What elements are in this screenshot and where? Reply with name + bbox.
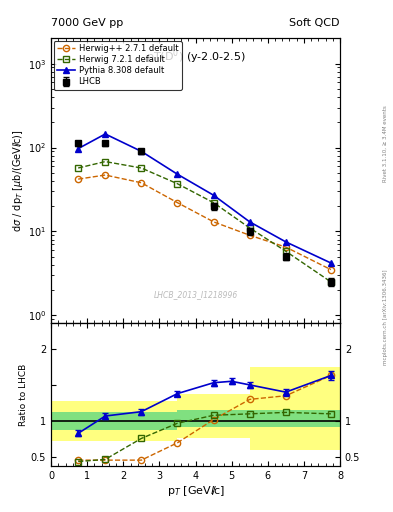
Herwig++ 2.7.1 default [175,200,180,206]
Herwig++ 2.7.1 default [247,232,252,238]
Herwig++ 2.7.1 default [103,172,108,178]
Herwig++ 2.7.1 default [139,180,144,186]
Text: 7000 GeV pp: 7000 GeV pp [51,18,123,28]
Pythia 8.308 default [329,260,333,266]
Line: Pythia 8.308 default: Pythia 8.308 default [75,131,334,266]
Pythia 8.308 default [211,192,216,198]
X-axis label: p$_T$ [GeV$\mathit{l}\!/\!$c]: p$_T$ [GeV$\mathit{l}\!/\!$c] [167,483,224,498]
Text: LHCB_2013_I1218996: LHCB_2013_I1218996 [153,290,238,300]
Herwig++ 2.7.1 default [76,176,81,182]
Pythia 8.308 default [247,219,252,225]
Legend: Herwig++ 2.7.1 default, Herwig 7.2.1 default, Pythia 8.308 default, LHCB: Herwig++ 2.7.1 default, Herwig 7.2.1 def… [53,41,182,90]
Pythia 8.308 default [175,171,180,177]
Pythia 8.308 default [76,145,81,152]
Herwig++ 2.7.1 default [283,244,288,250]
Text: Soft QCD: Soft QCD [290,18,340,28]
Herwig++ 2.7.1 default [329,267,333,273]
Text: Rivet 3.1.10, ≥ 3.4M events: Rivet 3.1.10, ≥ 3.4M events [383,105,387,182]
Herwig 7.2.1 default [211,200,216,206]
Line: Herwig 7.2.1 default: Herwig 7.2.1 default [75,158,334,285]
Line: Herwig++ 2.7.1 default: Herwig++ 2.7.1 default [75,172,334,273]
Herwig 7.2.1 default [283,248,288,254]
Y-axis label: Ratio to LHCB: Ratio to LHCB [19,364,28,426]
Herwig 7.2.1 default [329,279,333,285]
Herwig 7.2.1 default [175,181,180,187]
Herwig 7.2.1 default [247,225,252,231]
Herwig 7.2.1 default [103,159,108,165]
Pythia 8.308 default [139,148,144,155]
Herwig 7.2.1 default [139,165,144,171]
Text: pT(D$^0$) (y-2.0-2.5): pT(D$^0$) (y-2.0-2.5) [146,47,245,66]
Herwig++ 2.7.1 default [211,219,216,225]
Text: mcplots.cern.ch [arXiv:1306.3436]: mcplots.cern.ch [arXiv:1306.3436] [383,270,387,365]
Y-axis label: d$\sigma$ / dp$_T$ [$\mu$b/(GeV$\mathit{l}\!/\!$c)]: d$\sigma$ / dp$_T$ [$\mu$b/(GeV$\mathit{… [11,130,25,232]
Herwig 7.2.1 default [76,165,81,171]
Pythia 8.308 default [103,131,108,137]
Pythia 8.308 default [283,239,288,245]
